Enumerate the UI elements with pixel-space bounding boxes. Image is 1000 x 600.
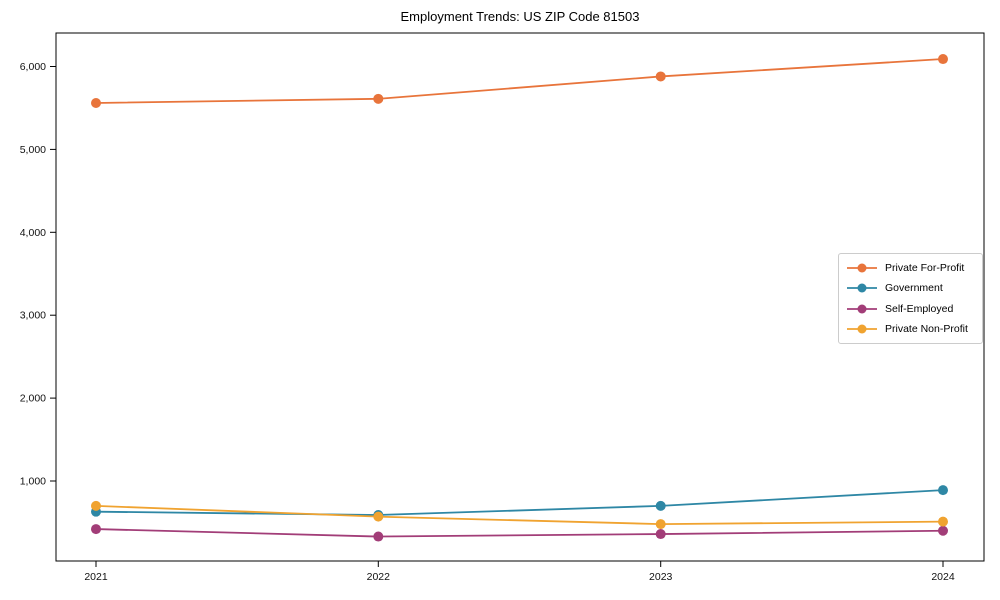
data-point	[373, 531, 384, 542]
legend-label: Private For-Profit	[885, 262, 965, 275]
legend-item: Private For-Profit	[846, 262, 975, 274]
x-tick-label: 2022	[367, 571, 391, 583]
y-tick-label: 5,000	[20, 144, 46, 156]
data-point	[938, 54, 948, 65]
y-tick-label: 4,000	[20, 227, 46, 239]
data-point	[938, 525, 948, 536]
x-tick-label: 2021	[84, 571, 108, 583]
legend-label: Self-Employed	[885, 302, 954, 315]
x-tick-label: 2024	[931, 571, 955, 583]
legend-marker-icon	[847, 324, 877, 334]
data-point	[655, 71, 666, 82]
x-tick-label: 2023	[649, 571, 673, 583]
data-point	[91, 500, 101, 511]
data-point	[655, 519, 666, 530]
data-point	[91, 524, 101, 535]
legend-item: Self-Employed	[846, 303, 975, 315]
legend-marker-icon	[847, 263, 877, 273]
legend-item: Government	[846, 282, 975, 294]
data-point	[655, 500, 666, 511]
data-point	[373, 511, 384, 522]
chart-title: Employment Trends: US ZIP Code 81503	[400, 9, 640, 24]
legend-marker-icon	[847, 304, 877, 314]
legend-label: Private Non-Profit	[885, 322, 968, 335]
data-point	[91, 97, 101, 108]
legend-marker-icon	[847, 283, 877, 293]
plot-frame	[55, 32, 985, 562]
y-tick-label: 2,000	[20, 393, 46, 405]
data-point	[938, 485, 948, 496]
series-line	[95, 528, 944, 538]
legend: Private For-Profit Government Self-Employe…	[838, 253, 983, 344]
legend-item: Private Non-Profit	[846, 323, 975, 335]
y-tick-label: 6,000	[20, 61, 46, 73]
y-tick-label: 1,000	[20, 476, 46, 488]
legend-label: Government	[885, 282, 943, 295]
series-line	[95, 489, 944, 516]
y-tick-label: 3,000	[20, 310, 46, 322]
data-point	[938, 516, 948, 527]
data-point	[373, 93, 384, 104]
series-line	[95, 504, 944, 526]
series-line	[95, 58, 944, 104]
data-point	[655, 529, 666, 540]
